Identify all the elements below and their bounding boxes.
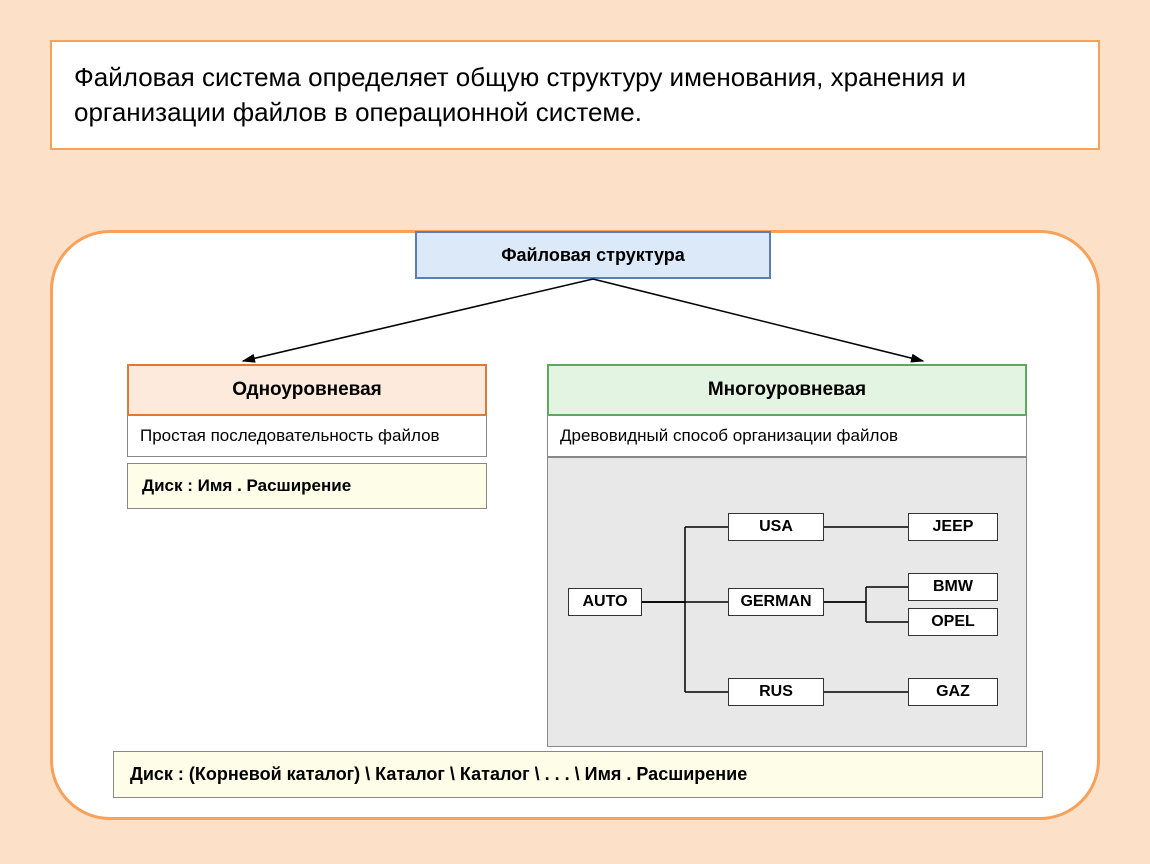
right-body: Древовидный способ организации файлов xyxy=(547,416,1027,457)
tree-node-gaz: GAZ xyxy=(908,678,998,706)
right-column: Многоуровневая Древовидный способ органи… xyxy=(547,364,1027,747)
tree-area: AUTO USA GERMAN RUS JEEP BMW OPEL GAZ xyxy=(547,457,1027,747)
right-header: Многоуровневая xyxy=(547,364,1027,416)
path-box: Диск : (Корневой каталог) \ Каталог \ Ка… xyxy=(113,751,1043,798)
definition-box: Файловая система определяет общую структ… xyxy=(50,40,1100,150)
left-header: Одноуровневая xyxy=(127,364,487,416)
tree-node-rus: RUS xyxy=(728,678,824,706)
tree-node-usa: USA xyxy=(728,513,824,541)
tree-node-jeep: JEEP xyxy=(908,513,998,541)
diagram-panel: Файловая структура Одноуровневая Простая… xyxy=(50,230,1100,820)
left-example: Диск : Имя . Расширение xyxy=(127,463,487,509)
tree-node-german: GERMAN xyxy=(728,588,824,616)
tree-node-opel: OPEL xyxy=(908,608,998,636)
tree-node-auto: AUTO xyxy=(568,588,642,616)
tree-node-bmw: BMW xyxy=(908,573,998,601)
left-body: Простая последовательность файлов xyxy=(127,416,487,457)
root-node: Файловая структура xyxy=(415,231,771,279)
left-column: Одноуровневая Простая последовательность… xyxy=(127,364,487,509)
